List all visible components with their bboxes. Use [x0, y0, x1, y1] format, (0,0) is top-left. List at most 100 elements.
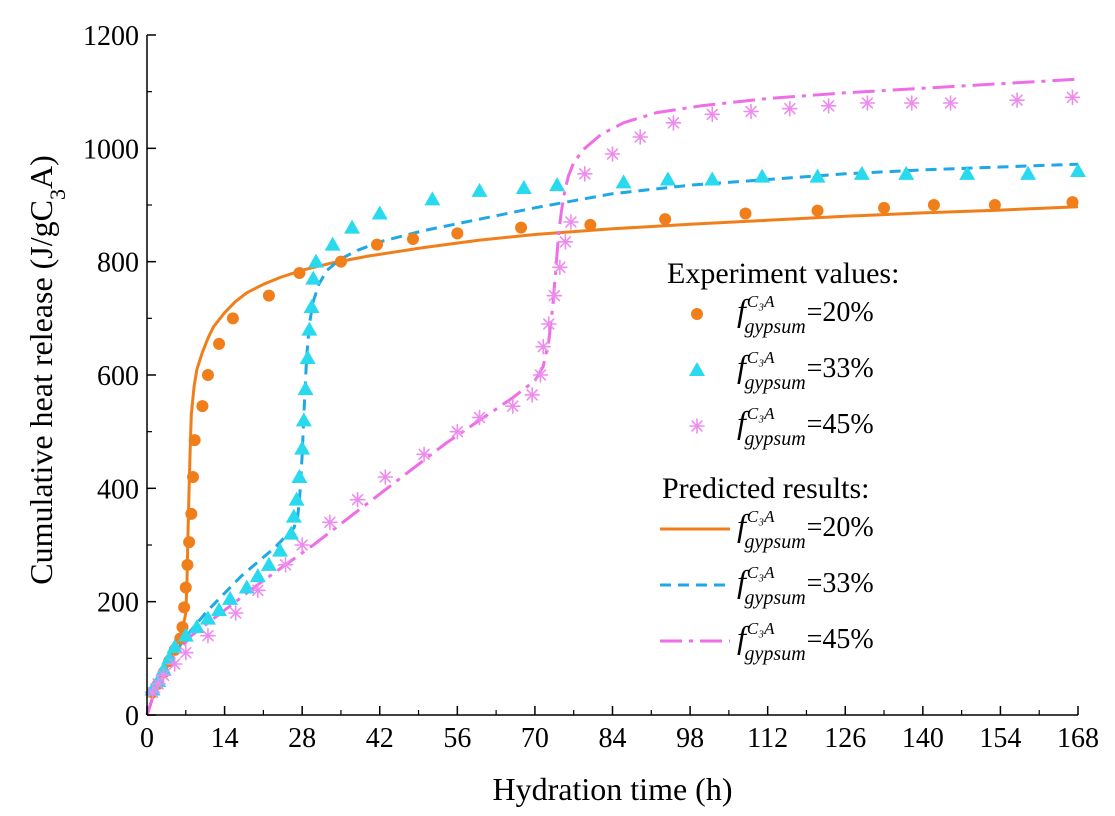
x-tick-label: 154: [979, 723, 1021, 754]
data-point: [179, 581, 192, 594]
y-tick-label: 1200: [83, 21, 139, 52]
data-point: [199, 610, 216, 625]
asterisk-stroke: [548, 289, 561, 302]
data-point: [371, 205, 388, 220]
predicted-line-1: [145, 205, 1079, 716]
data-point: [183, 536, 196, 549]
legend-value: =20%: [807, 512, 874, 543]
data-point: [549, 177, 566, 192]
data-point: [942, 95, 959, 111]
asterisk-stroke: [559, 236, 572, 248]
legend-symbol-sub: gypsum: [745, 531, 806, 553]
data-point: [370, 238, 383, 251]
data-point: [305, 270, 322, 285]
legend-symbol-sub: gypsum: [745, 643, 806, 665]
data-point: [144, 684, 161, 701]
x-tick-label: 14: [211, 723, 239, 754]
data-point: [177, 627, 194, 642]
data-point: [262, 289, 275, 302]
y-axis-title-subscript: 3: [45, 189, 70, 200]
data-point: [451, 227, 464, 240]
data-point: [294, 440, 311, 455]
data-point: [853, 165, 870, 180]
data-point: [704, 171, 721, 186]
asterisk-stroke: [180, 646, 192, 659]
asterisk-stroke: [526, 389, 538, 401]
asterisk-stroke: [1011, 94, 1023, 106]
data-point: [859, 95, 876, 111]
data-point: [161, 650, 178, 665]
data-point: [782, 100, 798, 117]
asterisk-stroke: [944, 97, 957, 109]
legend-marker-2: [689, 362, 705, 376]
legend-predicted-header: Predicted results:: [662, 472, 869, 505]
y-tick-label: 200: [97, 588, 139, 619]
data-point: [743, 103, 759, 120]
data-point: [283, 525, 300, 540]
data-point: [552, 259, 568, 276]
data-point: [988, 199, 1001, 211]
y-axis-title-end: A): [23, 155, 59, 189]
asterisk-stroke: [537, 340, 549, 353]
y-tick-label: 800: [97, 248, 139, 279]
legend-symbol-sub: gypsum: [745, 372, 806, 394]
legend-symbol-sup: C₃A: [747, 292, 775, 311]
asterisk-stroke: [418, 448, 430, 461]
asterisk-stroke: [324, 516, 336, 529]
legend-symbol-sup: C₃A: [747, 563, 775, 582]
legend-symbol-sup: C₃A: [747, 348, 775, 367]
data-point: [308, 253, 325, 268]
data-point: [820, 98, 837, 114]
legend-symbol-sub: gypsum: [745, 316, 806, 338]
asterisk-stroke: [565, 216, 577, 228]
data-point: [1070, 163, 1086, 177]
asterisk-stroke: [579, 168, 591, 180]
asterisk-stroke: [606, 148, 619, 160]
x-tick-label: 56: [443, 723, 471, 754]
data-point: [407, 233, 419, 245]
legend-symbol-sup: C₃A: [747, 619, 775, 638]
data-point: [1009, 92, 1025, 108]
data-point: [188, 434, 201, 447]
data-point: [249, 568, 266, 583]
predicted-line-3: [145, 77, 1079, 716]
predicted-line-2: [145, 162, 1079, 716]
y-tick-label: 1000: [83, 134, 139, 165]
legend-experiment-label-2: fC₃A gypsum=33%: [737, 348, 874, 394]
legend-marker-3: [689, 418, 705, 434]
data-point: [471, 409, 488, 426]
data-point: [295, 412, 312, 427]
data-point: [576, 166, 593, 182]
data-point: [324, 236, 341, 251]
data-point: [285, 508, 302, 523]
legend-value: =45%: [807, 624, 874, 655]
data-point: [898, 165, 915, 180]
asterisk-stroke: [861, 97, 874, 109]
asterisk-stroke: [554, 261, 566, 274]
data-point: [166, 656, 183, 672]
data-point: [201, 369, 214, 381]
x-tick-label: 0: [140, 723, 154, 754]
data-point: [704, 106, 721, 123]
x-tick-label: 42: [366, 723, 394, 754]
asterisk-stroke: [706, 108, 718, 121]
y-tick-label: 600: [97, 361, 139, 392]
data-point: [293, 267, 306, 279]
data-point: [334, 255, 347, 268]
data-point: [301, 321, 318, 336]
asterisk-stroke: [507, 400, 519, 412]
axes: 0 14 28 42 56 70 84 98 112 126 140 154 168 0 200 400 600…: [23, 21, 1099, 807]
x-tick-label: 98: [676, 723, 704, 754]
experiment-series-2: [144, 163, 1086, 696]
y-axis-title: Cumulative heat release (J/gC3A): [23, 155, 70, 585]
data-point: [260, 556, 277, 571]
data-point: [166, 639, 183, 653]
data-point: [297, 381, 314, 396]
legend-predicted-label-2: fC₃A gypsum=33%: [737, 563, 874, 609]
data-point: [200, 627, 216, 644]
data-point: [903, 95, 920, 111]
data-point: [665, 115, 682, 131]
asterisk-stroke: [296, 539, 308, 551]
data-point: [504, 398, 521, 414]
